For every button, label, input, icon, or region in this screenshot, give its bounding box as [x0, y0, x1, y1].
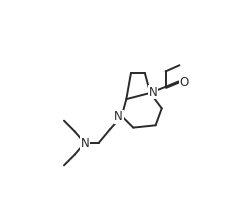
- Text: N: N: [149, 86, 158, 99]
- Text: N: N: [80, 136, 89, 150]
- Text: N: N: [114, 110, 123, 123]
- Text: O: O: [180, 76, 189, 89]
